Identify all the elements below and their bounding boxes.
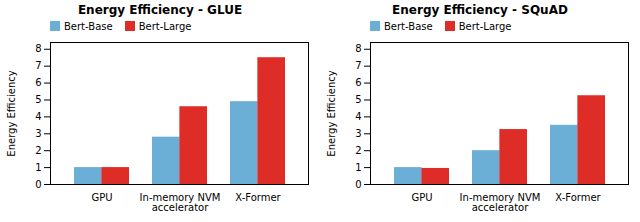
- svg-text:8: 8: [35, 43, 41, 54]
- html-text:Bert-Large: Bert-Large: [138, 20, 192, 32]
- svg-text:3: 3: [355, 128, 361, 139]
- svg-text:Energy Efficiency: Energy Efficiency: [6, 70, 17, 156]
- svg-text:4: 4: [355, 111, 361, 122]
- svg-text:GPU: GPU: [411, 192, 432, 203]
- html-text:Bert-Large: Bert-Large: [458, 20, 512, 32]
- html-text:Energy Efficiency - SQuAD: Energy Efficiency - SQuAD: [392, 3, 568, 17]
- svg-text:1: 1: [35, 162, 41, 173]
- svg-text:0: 0: [35, 179, 41, 190]
- svg-text:4: 4: [35, 111, 41, 122]
- svg-text:6: 6: [35, 77, 41, 88]
- html-text:Bert-Base: Bert-Base: [384, 20, 433, 32]
- svg-text:1: 1: [355, 162, 361, 173]
- svg-text:7: 7: [35, 60, 41, 71]
- html-text:Energy Efficiency - GLUE: Energy Efficiency - GLUE: [77, 3, 243, 17]
- svg-text:0: 0: [355, 179, 361, 190]
- svg-text:3: 3: [35, 128, 41, 139]
- svg-text:X-Former: X-Former: [235, 192, 281, 203]
- svg-text:8: 8: [355, 43, 361, 54]
- svg-text:X-Former: X-Former: [555, 192, 601, 203]
- svg-text:6: 6: [355, 77, 361, 88]
- svg-text:In-memory NVMaccelerator: In-memory NVMaccelerator: [140, 192, 221, 213]
- svg-text:GPU: GPU: [91, 192, 112, 203]
- svg-text:5: 5: [355, 94, 361, 105]
- svg-text:2: 2: [355, 145, 361, 156]
- svg-text:Energy Efficiency: Energy Efficiency: [326, 70, 337, 156]
- svg-text:5: 5: [35, 94, 41, 105]
- svg-text:2: 2: [35, 145, 41, 156]
- html-text:Bert-Base: Bert-Base: [64, 20, 113, 32]
- svg-text:In-memory NVMaccelerator: In-memory NVMaccelerator: [460, 192, 541, 213]
- svg-text:7: 7: [355, 60, 361, 71]
